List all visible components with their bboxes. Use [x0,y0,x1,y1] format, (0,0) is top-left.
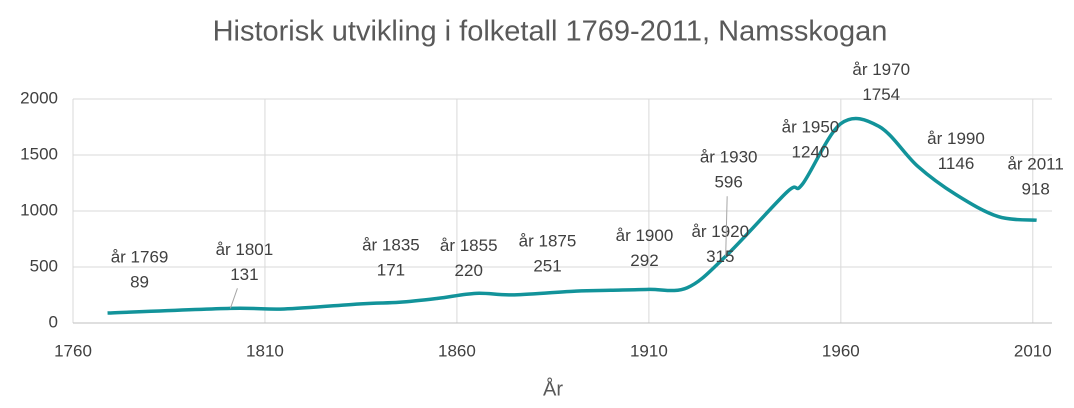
data-label: 918 [1021,180,1049,199]
x-tick-label: 1860 [438,341,476,360]
x-axis-label: År [543,377,563,400]
point-label: år 1990 [927,129,985,148]
data-label: 89 [130,273,149,292]
point-label: år 1950 [782,118,840,137]
x-tick-label: 1910 [630,341,668,360]
data-label: 131 [230,265,258,284]
data-label: 220 [455,261,483,280]
data-label: 315 [706,247,734,266]
y-tick-label: 1000 [20,200,58,219]
y-tick-label: 2000 [20,88,58,107]
data-label: 1146 [938,154,975,173]
x-tick-label: 1760 [54,341,92,360]
point-label: år 1855 [440,236,498,255]
y-tick-label: 500 [30,256,58,275]
point-label: år 1920 [691,222,749,241]
point-label: år 1835 [362,235,420,254]
point-label: år 1970 [852,60,910,79]
point-label: år 2011 [1007,155,1063,174]
point-label: år 1875 [519,231,577,250]
point-label: år 1769 [111,248,169,267]
line [107,116,1037,315]
y-tick-label: 1500 [20,144,58,163]
data-label: 251 [533,256,561,275]
point-label: år 1801 [216,240,274,259]
data-label: 1754 [862,85,900,104]
point-label: år 1900 [616,226,674,245]
chart-title: Historisk utvikling i folketall 1769-201… [213,16,888,48]
data-label: 171 [377,260,405,279]
x-tick-label: 2010 [1014,341,1052,360]
leader-line [229,288,238,309]
x-tick-label: 1960 [822,341,860,360]
data-label: 292 [630,251,658,270]
leader-line [725,196,728,257]
data-label: 596 [714,173,742,192]
point-label: år 1930 [700,148,758,167]
y-tick-label: 0 [49,312,58,331]
x-tick-label: 1810 [246,341,284,360]
data-label: 1240 [792,143,830,162]
